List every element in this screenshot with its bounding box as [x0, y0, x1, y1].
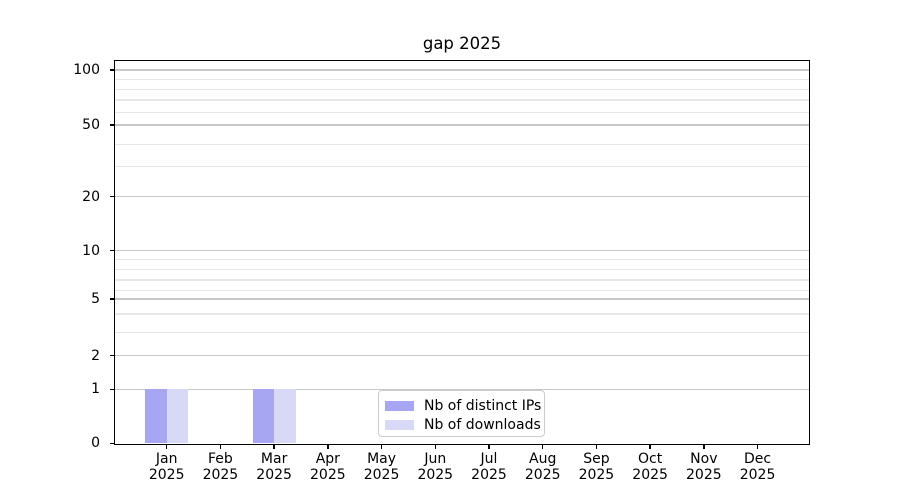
legend-label-nb-of-distinct-ips: Nb of distinct IPs	[424, 397, 542, 414]
y-tick-label-1: 1	[91, 381, 100, 398]
legend-label-nb-of-downloads: Nb of downloads	[424, 416, 541, 433]
y-tick-label-0: 0	[91, 435, 100, 452]
x-tick-mark-feb	[219, 444, 222, 449]
x-tick-mark-apr	[327, 444, 329, 449]
x-tick-label-aug: Aug 2025	[511, 451, 575, 483]
legend-row-nb-of-downloads: Nb of downloads	[385, 415, 544, 434]
x-tick-mark-nov	[703, 444, 705, 449]
x-tick-month-sep: Sep	[583, 451, 610, 467]
gridline-minor-90	[115, 78, 809, 80]
gridline-minor-4	[115, 313, 809, 315]
gridline-major-20	[115, 196, 809, 198]
x-tick-month-feb: Feb	[208, 451, 233, 467]
x-tick-month-nov: Nov	[690, 451, 718, 467]
x-tick-month-aug: Aug	[529, 451, 557, 467]
x-tick-mark-jan	[166, 444, 168, 449]
x-tick-year-oct: 2025	[632, 467, 668, 483]
x-tick-year-jan: 2025	[148, 467, 185, 483]
gridline-minor-30	[115, 166, 809, 168]
x-tick-label-jan: Jan 2025	[135, 451, 199, 483]
y-tick-mark-0	[109, 442, 114, 445]
gridline-major-5	[115, 298, 809, 300]
y-tick-mark-2	[109, 355, 114, 357]
gridline-minor-6	[115, 290, 809, 292]
gridline-major-10	[115, 250, 809, 252]
x-tick-year-feb: 2025	[202, 467, 239, 483]
x-tick-month-oct: Oct	[638, 451, 663, 467]
bar-mar-nb-of-downloads	[274, 389, 296, 444]
legend: Nb of distinct IPs Nb of downloads	[378, 390, 545, 437]
x-tick-year-dec: 2025	[739, 467, 776, 483]
y-tick-mark-10	[109, 250, 114, 252]
x-tick-mark-oct	[649, 444, 651, 449]
y-tick-label-2: 2	[91, 347, 100, 364]
x-tick-label-may: May 2025	[350, 451, 414, 483]
x-tick-label-nov: Nov 2025	[672, 451, 736, 483]
bar-jan-nb-of-distinct-ips	[145, 389, 167, 444]
y-tick-mark-50	[109, 124, 114, 126]
gridline-major-1	[115, 388, 809, 390]
x-tick-year-jun: 2025	[417, 467, 454, 483]
x-tick-year-apr: 2025	[310, 467, 346, 483]
legend-row-nb-of-distinct-ips: Nb of distinct IPs	[385, 396, 544, 415]
x-tick-month-may: May	[367, 451, 397, 467]
gridline-major-2	[115, 355, 809, 357]
gridline-minor-80	[115, 88, 809, 90]
gridline-minor-70	[115, 99, 809, 101]
x-tick-label-sep: Sep 2025	[564, 451, 628, 483]
y-tick-mark-5	[109, 298, 114, 300]
x-tick-label-jun: Jun 2025	[403, 451, 467, 483]
plot-area	[114, 60, 810, 445]
x-tick-month-dec: Dec	[744, 451, 772, 467]
gridline-major-50	[115, 124, 809, 126]
x-tick-mark-may	[380, 444, 383, 449]
x-tick-month-jul: Jul	[480, 451, 498, 467]
x-tick-year-jul: 2025	[471, 467, 507, 483]
x-tick-label-apr: Apr 2025	[296, 451, 360, 483]
x-tick-label-dec: Dec 2025	[726, 451, 790, 483]
x-tick-label-jul: Jul 2025	[457, 451, 521, 483]
x-tick-month-jun: Jun	[424, 451, 447, 467]
x-tick-label-oct: Oct 2025	[618, 451, 682, 483]
x-tick-mark-sep	[595, 444, 598, 449]
x-tick-month-mar: Mar	[260, 451, 288, 467]
bar-mar-nb-of-distinct-ips	[252, 389, 275, 444]
gridline-minor-40	[115, 143, 809, 145]
y-tick-label-10: 10	[82, 242, 100, 259]
legend-swatch-nb-of-distinct-ips	[385, 400, 414, 411]
x-tick-label-feb: Feb 2025	[188, 451, 252, 483]
legend-swatch-nb-of-downloads	[385, 419, 414, 430]
gridline-minor-7	[115, 279, 809, 281]
y-tick-mark-1	[109, 388, 114, 390]
gridline-minor-3	[115, 332, 809, 334]
x-tick-year-sep: 2025	[578, 467, 615, 483]
y-tick-mark-20	[109, 196, 114, 198]
x-tick-mark-mar	[273, 444, 275, 449]
gridline-major-100	[115, 69, 809, 71]
x-tick-month-jan: Jan	[155, 451, 178, 467]
x-tick-year-nov: 2025	[686, 467, 722, 483]
y-tick-mark-100	[109, 69, 114, 71]
y-tick-label-50: 50	[82, 117, 100, 133]
x-tick-mark-jun	[434, 444, 436, 449]
chart-title: gap 2025	[422, 34, 502, 53]
x-tick-year-mar: 2025	[256, 467, 292, 483]
bar-jan-nb-of-downloads	[166, 389, 189, 444]
x-tick-mark-aug	[542, 444, 544, 449]
x-tick-year-may: 2025	[363, 467, 400, 483]
y-tick-label-20: 20	[82, 188, 100, 205]
gridline-minor-60	[115, 112, 809, 114]
x-tick-mark-dec	[756, 444, 759, 449]
gridline-minor-8	[115, 268, 809, 270]
y-tick-label-100: 100	[73, 62, 100, 78]
x-tick-mark-jul	[488, 444, 490, 449]
y-tick-label-5: 5	[91, 291, 100, 307]
x-tick-label-mar: Mar 2025	[242, 451, 306, 483]
x-tick-month-apr: Apr	[315, 451, 340, 467]
gridline-minor-9	[115, 258, 809, 260]
x-tick-year-aug: 2025	[524, 467, 561, 483]
